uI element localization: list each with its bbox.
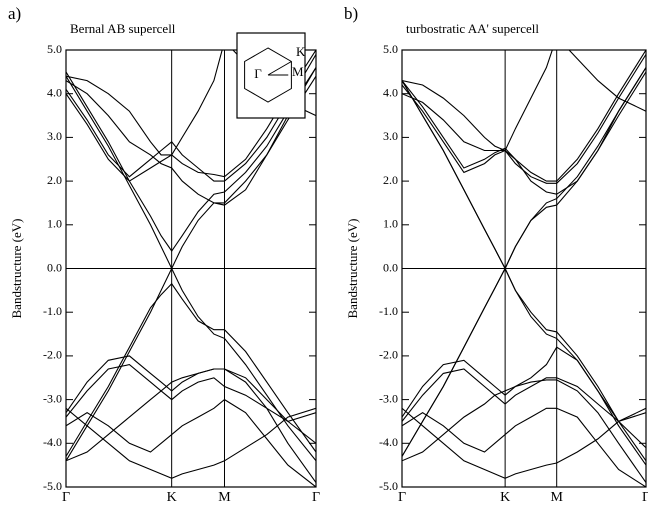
y-tick-label: -1.0 (379, 304, 398, 318)
y-tick-label: 3.0 (47, 129, 62, 143)
y-tick-label: 1.0 (383, 217, 398, 231)
panel-label: a) (8, 4, 21, 23)
band-line (402, 267, 646, 462)
y-tick-label: -3.0 (43, 391, 62, 405)
band-line (66, 75, 316, 270)
y-axis-label: Bandstructure (eV) (345, 219, 360, 319)
x-tick-label: Γ (642, 490, 648, 505)
y-tick-label: 4.0 (47, 85, 62, 99)
y-tick-label: 2.0 (47, 173, 62, 187)
y-tick-label: 2.0 (383, 173, 398, 187)
x-tick-label: Γ (398, 490, 406, 505)
band-line (66, 355, 316, 444)
brillouin-zone (244, 47, 292, 103)
y-tick-label: 5.0 (383, 42, 398, 56)
band-line (66, 267, 316, 462)
band-line (402, 407, 646, 487)
band-line (66, 407, 316, 479)
band-line (66, 54, 316, 182)
y-tick-label: -2.0 (379, 348, 398, 362)
y-tick-label: -2.0 (43, 348, 62, 362)
panel-title: Bernal AB supercell (70, 21, 176, 36)
band-line (66, 282, 316, 457)
y-tick-label: -4.0 (379, 435, 398, 449)
band-line (66, 398, 316, 487)
inset-label: M (292, 64, 304, 79)
x-tick-label: Γ (312, 490, 320, 505)
band-line (66, 67, 316, 206)
x-tick-label: M (550, 490, 563, 505)
band-line (402, 407, 646, 479)
y-tick-label: 1.0 (47, 217, 62, 231)
plot-area (402, 50, 646, 487)
band-line (402, 54, 646, 184)
x-tick-label: K (500, 490, 510, 505)
axes-frame (65, 49, 317, 488)
k-path (267, 61, 292, 76)
y-tick-label: 4.0 (383, 85, 398, 99)
y-tick-label: 0.0 (383, 260, 398, 274)
y-tick-label: -4.0 (43, 435, 62, 449)
inset-label: K (296, 44, 306, 59)
band-line (402, 368, 646, 423)
band-line (402, 379, 646, 483)
band-line (402, 67, 646, 270)
y-tick-label: -3.0 (379, 391, 398, 405)
band-line (66, 50, 316, 182)
x-tick-label: Γ (62, 490, 70, 505)
band-line (402, 267, 646, 466)
x-tick-label: K (167, 490, 177, 505)
y-axis-label: Bandstructure (eV) (9, 219, 24, 319)
band-line (402, 346, 646, 449)
x-tick-label: M (218, 490, 231, 505)
panel-title: turbostratic AA' supercell (406, 21, 539, 36)
axes-frame (401, 49, 647, 488)
band-line (66, 364, 316, 422)
y-tick-label: -1.0 (43, 304, 62, 318)
panel-label: b) (344, 4, 358, 23)
band-line (66, 67, 316, 252)
inset-label: Γ (254, 66, 262, 81)
y-tick-label: 3.0 (383, 129, 398, 143)
y-tick-label: -5.0 (43, 479, 62, 493)
band-line (402, 50, 646, 152)
band-line (66, 368, 316, 483)
band-line (402, 67, 646, 195)
y-tick-label: -5.0 (379, 479, 398, 493)
y-tick-label: 0.0 (47, 260, 62, 274)
plot-area (66, 50, 316, 487)
y-tick-label: 5.0 (47, 42, 62, 56)
